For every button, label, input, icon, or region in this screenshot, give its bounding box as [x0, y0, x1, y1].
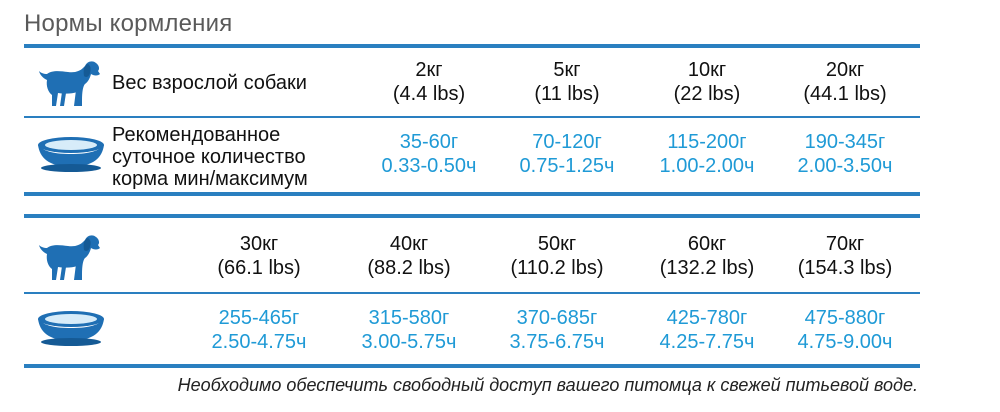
- weight-cell: 60кг (132.2 lbs): [659, 233, 755, 279]
- divider-row: [24, 116, 920, 118]
- weight-cell: 70кг (154.3 lbs): [797, 233, 893, 279]
- feed-row: 255-465г 2.50-4.75ч 315-580г 3.00-5.75ч …: [24, 294, 920, 364]
- table-2: 30кг (66.1 lbs) 40кг (88.2 lbs) 50кг (11…: [24, 218, 920, 364]
- weight-cell: 5кг (11 lbs): [534, 59, 600, 105]
- table-1: Вес взрослой собаки 2кг (4.4 lbs) 5кг (1…: [24, 48, 920, 194]
- weight-cell: 2кг (4.4 lbs): [392, 59, 466, 105]
- weight-cell: 40кг (88.2 lbs): [367, 233, 451, 279]
- weight-label: Вес взрослой собаки: [112, 72, 307, 94]
- food-bowl-icon: [38, 137, 104, 172]
- weight-row: Вес взрослой собаки 2кг (4.4 lbs) 5кг (1…: [24, 48, 920, 116]
- divider-bottom: [24, 192, 920, 196]
- feed-cell: 255-465г 2.50-4.75ч: [211, 307, 307, 353]
- divider-top: [24, 214, 920, 218]
- weight-cell: 20кг (44.1 lbs): [803, 59, 887, 105]
- weight-cell: 30кг (66.1 lbs): [217, 233, 301, 279]
- dog-silhouette-icon: [39, 235, 100, 280]
- page-title: Нормы кормления: [24, 10, 233, 37]
- feed-cell: 370-685г 3.75-6.75ч: [509, 307, 605, 353]
- feed-cell: 70-120г 0.75-1.25ч: [519, 131, 615, 177]
- feed-label: Рекомендованное суточное количество корм…: [112, 124, 308, 190]
- weight-row: 30кг (66.1 lbs) 40кг (88.2 lbs) 50кг (11…: [24, 218, 920, 292]
- divider-row: [24, 292, 920, 294]
- feed-cell: 425-780г 4.25-7.75ч: [659, 307, 755, 353]
- food-bowl-icon: [38, 311, 104, 346]
- divider-top: [24, 44, 920, 48]
- feed-cell: 475-880г 4.75-9.00ч: [797, 307, 893, 353]
- feed-row: Рекомендованное суточное количество корм…: [24, 118, 920, 192]
- weight-cell: 50кг (110.2 lbs): [510, 233, 604, 279]
- dog-silhouette-icon: [39, 61, 100, 106]
- weight-cell: 10кг (22 lbs): [673, 59, 741, 105]
- footnote: Необходимо обеспечить свободный доступ в…: [177, 375, 918, 395]
- divider-bottom: [24, 364, 920, 368]
- feed-cell: 315-580г 3.00-5.75ч: [361, 307, 457, 353]
- feed-cell: 115-200г 1.00-2.00ч: [659, 131, 755, 177]
- feed-cell: 35-60г 0.33-0.50ч: [381, 131, 477, 177]
- feed-cell: 190-345г 2.00-3.50ч: [797, 131, 893, 177]
